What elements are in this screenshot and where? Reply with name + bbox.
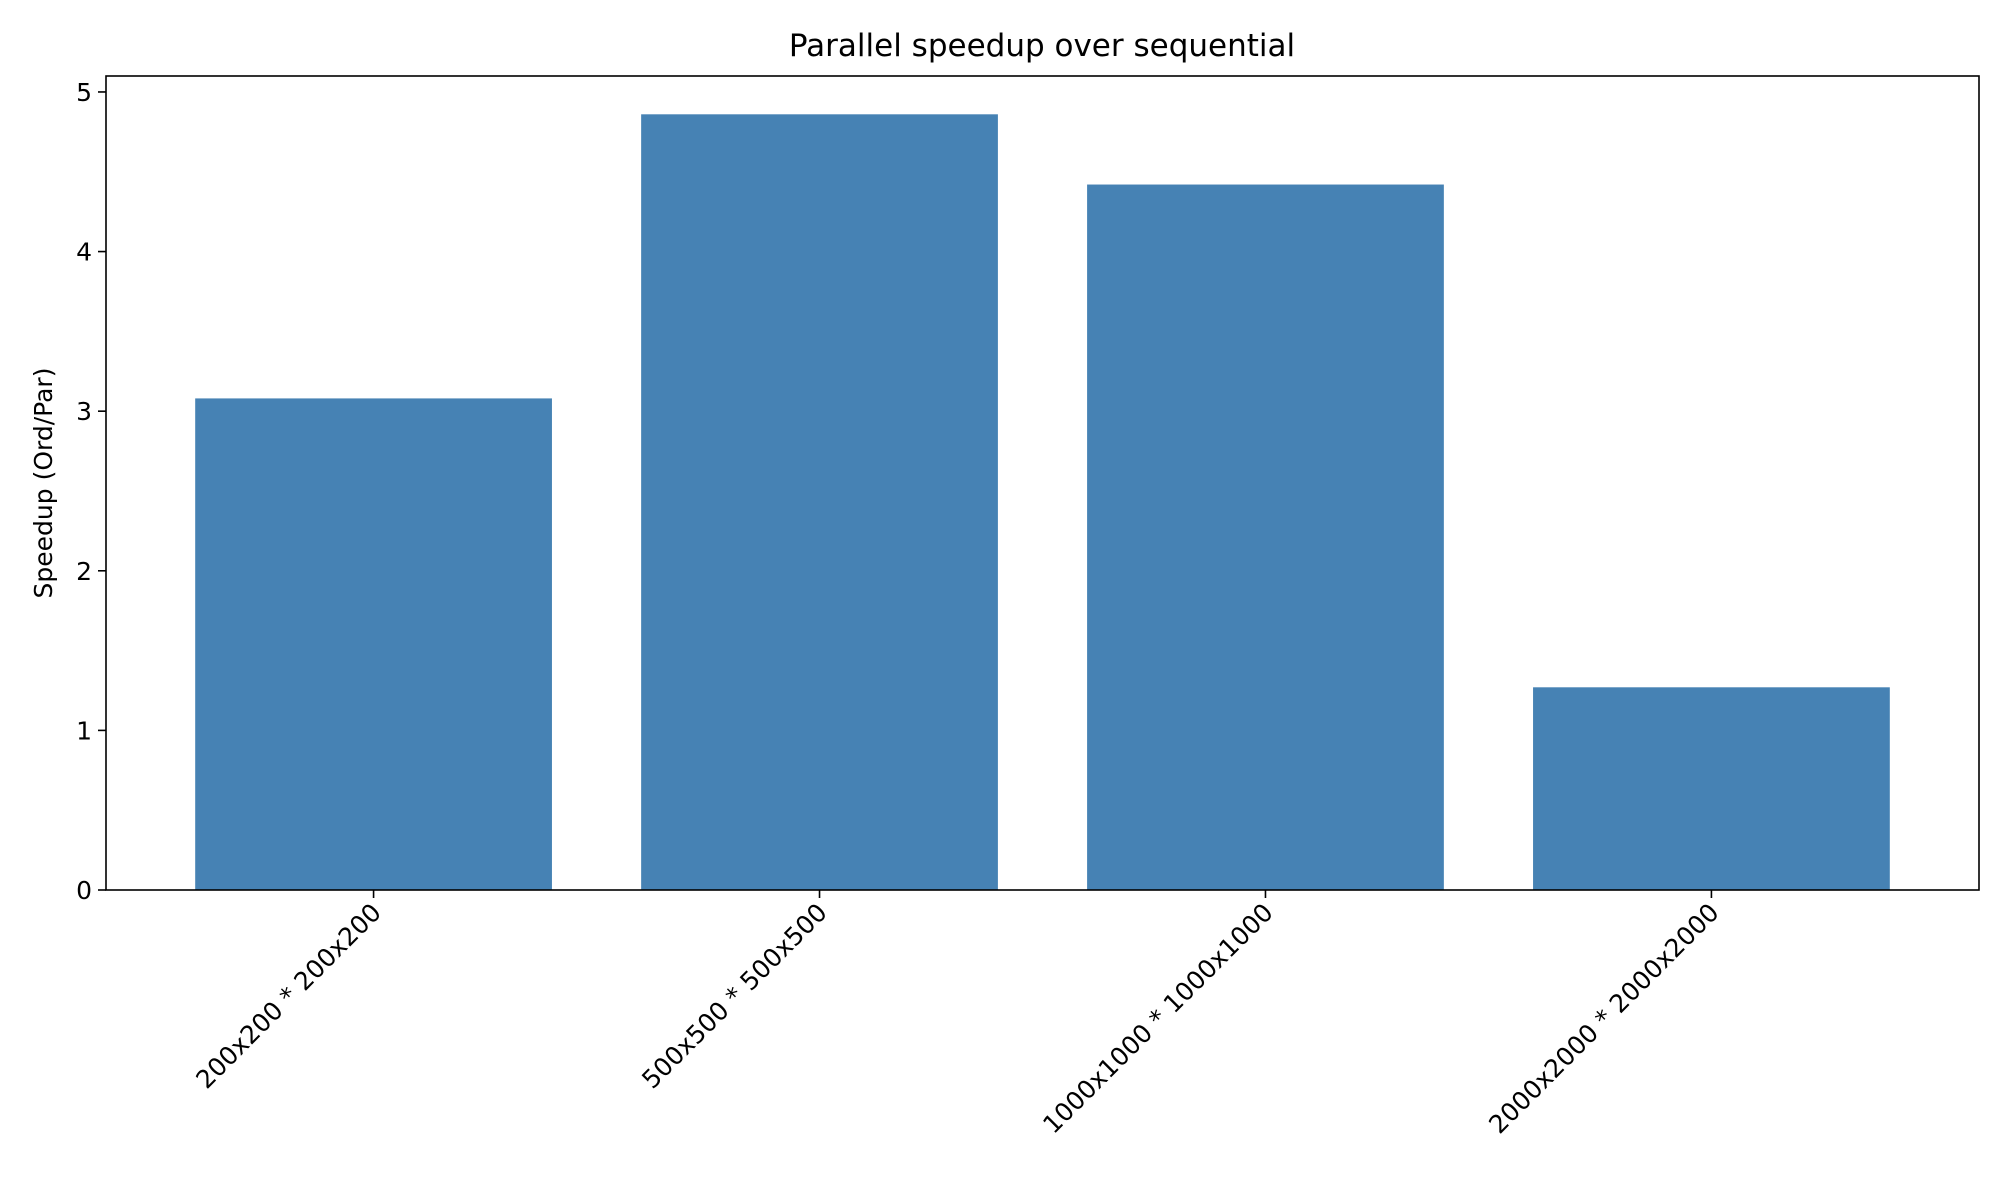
y-tick-label: 2 <box>76 557 92 586</box>
y-tick-label: 5 <box>76 78 92 107</box>
y-tick-label: 3 <box>76 397 92 426</box>
bar-0 <box>195 398 552 890</box>
y-tick-label: 1 <box>76 716 92 745</box>
y-tick-label: 0 <box>76 876 92 905</box>
chart-title: Parallel speedup over sequential <box>789 28 1295 64</box>
bars-group <box>195 114 1890 891</box>
bar-1 <box>641 114 998 890</box>
bar-2 <box>1087 184 1444 891</box>
y-tick-label: 4 <box>76 238 92 267</box>
plot-frame <box>105 75 1980 891</box>
bar-3 <box>1533 687 1890 890</box>
y-axis-ticks: 0 1 2 3 4 5 <box>76 78 106 905</box>
y-axis-label: Speedup (Ord/Par) <box>29 368 58 599</box>
